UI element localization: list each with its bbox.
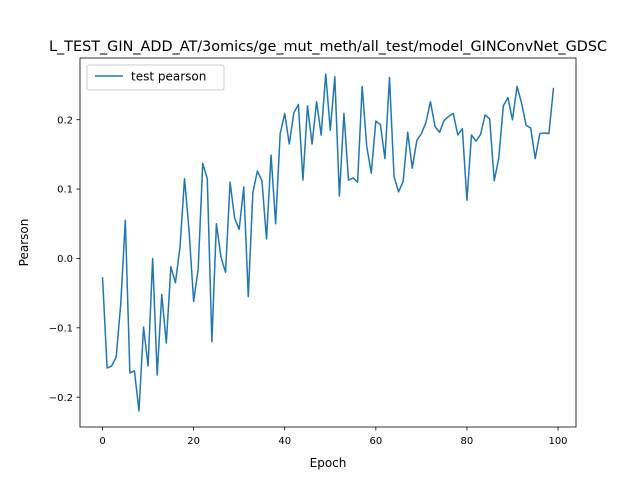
- x-tick-label: 40: [278, 436, 291, 447]
- legend-label-test-pearson: test pearson: [131, 70, 206, 84]
- y-axis-label: Pearson: [17, 219, 31, 267]
- axis-ticks: 0 20 40 60 80 100 −0.2 −0.1 0.0 0.1 0.2: [49, 115, 568, 447]
- y-tick-label: 0.0: [57, 254, 73, 265]
- series-line-test-pearson: [101, 73, 555, 412]
- axes-frame: [79, 57, 577, 428]
- chart-title: L_TEST_GIN_ADD_AT/3omics/ge_mut_meth/all…: [49, 39, 607, 55]
- x-tick-label: 0: [99, 436, 105, 447]
- x-tick-label: 80: [461, 436, 474, 447]
- y-tick-label: −0.1: [49, 323, 73, 334]
- y-tick-label: −0.2: [49, 393, 73, 404]
- x-tick-label: 100: [548, 436, 567, 447]
- legend-box: [86, 64, 225, 91]
- axes-area: [80, 58, 576, 427]
- legend: test pearson: [86, 64, 225, 91]
- y-tick-label: 0.2: [57, 115, 73, 126]
- x-tick-label: 60: [369, 436, 382, 447]
- axes-background: [80, 58, 576, 427]
- y-tick-label: 0.1: [57, 185, 73, 196]
- x-tick-label: 20: [187, 436, 200, 447]
- x-axis-label: Epoch: [310, 456, 347, 470]
